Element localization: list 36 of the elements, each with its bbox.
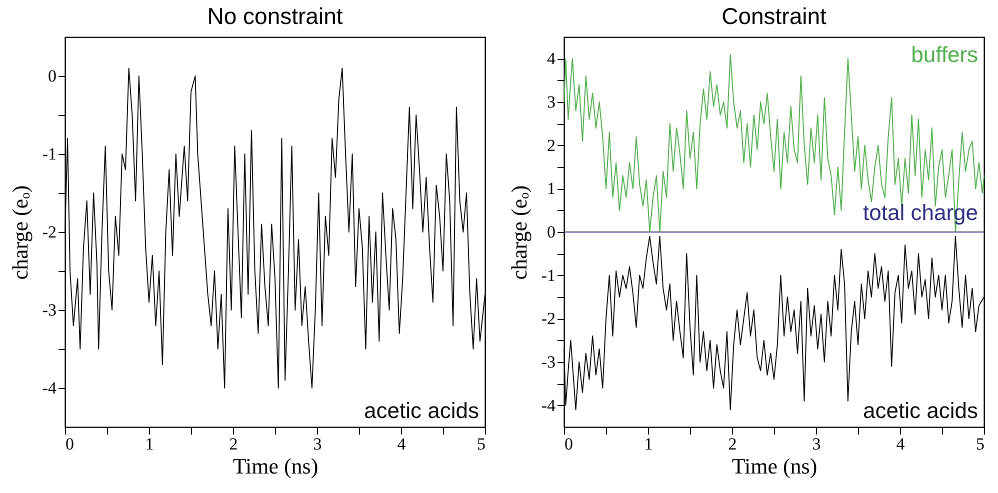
y-axis-title: charge (eₒ) bbox=[7, 185, 32, 280]
y-tick-label: 4 bbox=[547, 49, 556, 68]
series-label: acetic acids bbox=[863, 398, 978, 423]
y-axis-title: charge (eₒ) bbox=[506, 185, 532, 280]
y-tick-label: 1 bbox=[547, 179, 556, 198]
y-tick-label: -1 bbox=[42, 144, 56, 164]
x-tick-label: 3 bbox=[812, 434, 821, 454]
x-tick-label: 0 bbox=[564, 434, 573, 454]
y-tick-label: 3 bbox=[547, 92, 556, 112]
series-label: buffers bbox=[911, 42, 978, 67]
y-tick-label: -3 bbox=[541, 352, 556, 372]
x-axis-title: Time (ns) bbox=[232, 454, 318, 478]
y-tick-label: -1 bbox=[541, 266, 556, 285]
y-tick-label: 2 bbox=[547, 136, 556, 155]
y-tick-label: 0 bbox=[48, 66, 56, 86]
y-tick-label: -4 bbox=[541, 396, 556, 415]
line-series bbox=[64, 68, 486, 388]
x-tick-label: 5 bbox=[477, 434, 486, 454]
x-tick-label: 4 bbox=[896, 434, 906, 454]
y-tick-label: -3 bbox=[42, 300, 56, 320]
x-tick-label: 3 bbox=[313, 434, 322, 454]
y-tick-label: -2 bbox=[42, 222, 56, 242]
x-tick-label: 2 bbox=[229, 434, 238, 454]
y-tick-label: -4 bbox=[42, 378, 57, 398]
x-tick-label: 0 bbox=[66, 434, 74, 454]
x-axis-title: Time (ns) bbox=[732, 454, 818, 478]
x-tick-label: 1 bbox=[145, 434, 154, 454]
x-tick-label: 1 bbox=[644, 434, 653, 454]
chart-title: Constraint bbox=[722, 3, 828, 29]
x-tick-label: 4 bbox=[397, 434, 406, 454]
x-tick-label: 5 bbox=[976, 434, 984, 454]
x-tick-label: 2 bbox=[728, 434, 737, 454]
chart-title: No constraint bbox=[207, 3, 344, 29]
text: acetic acids bbox=[364, 398, 479, 423]
y-tick-label: -2 bbox=[541, 309, 556, 328]
y-tick-label: 0 bbox=[547, 222, 556, 242]
